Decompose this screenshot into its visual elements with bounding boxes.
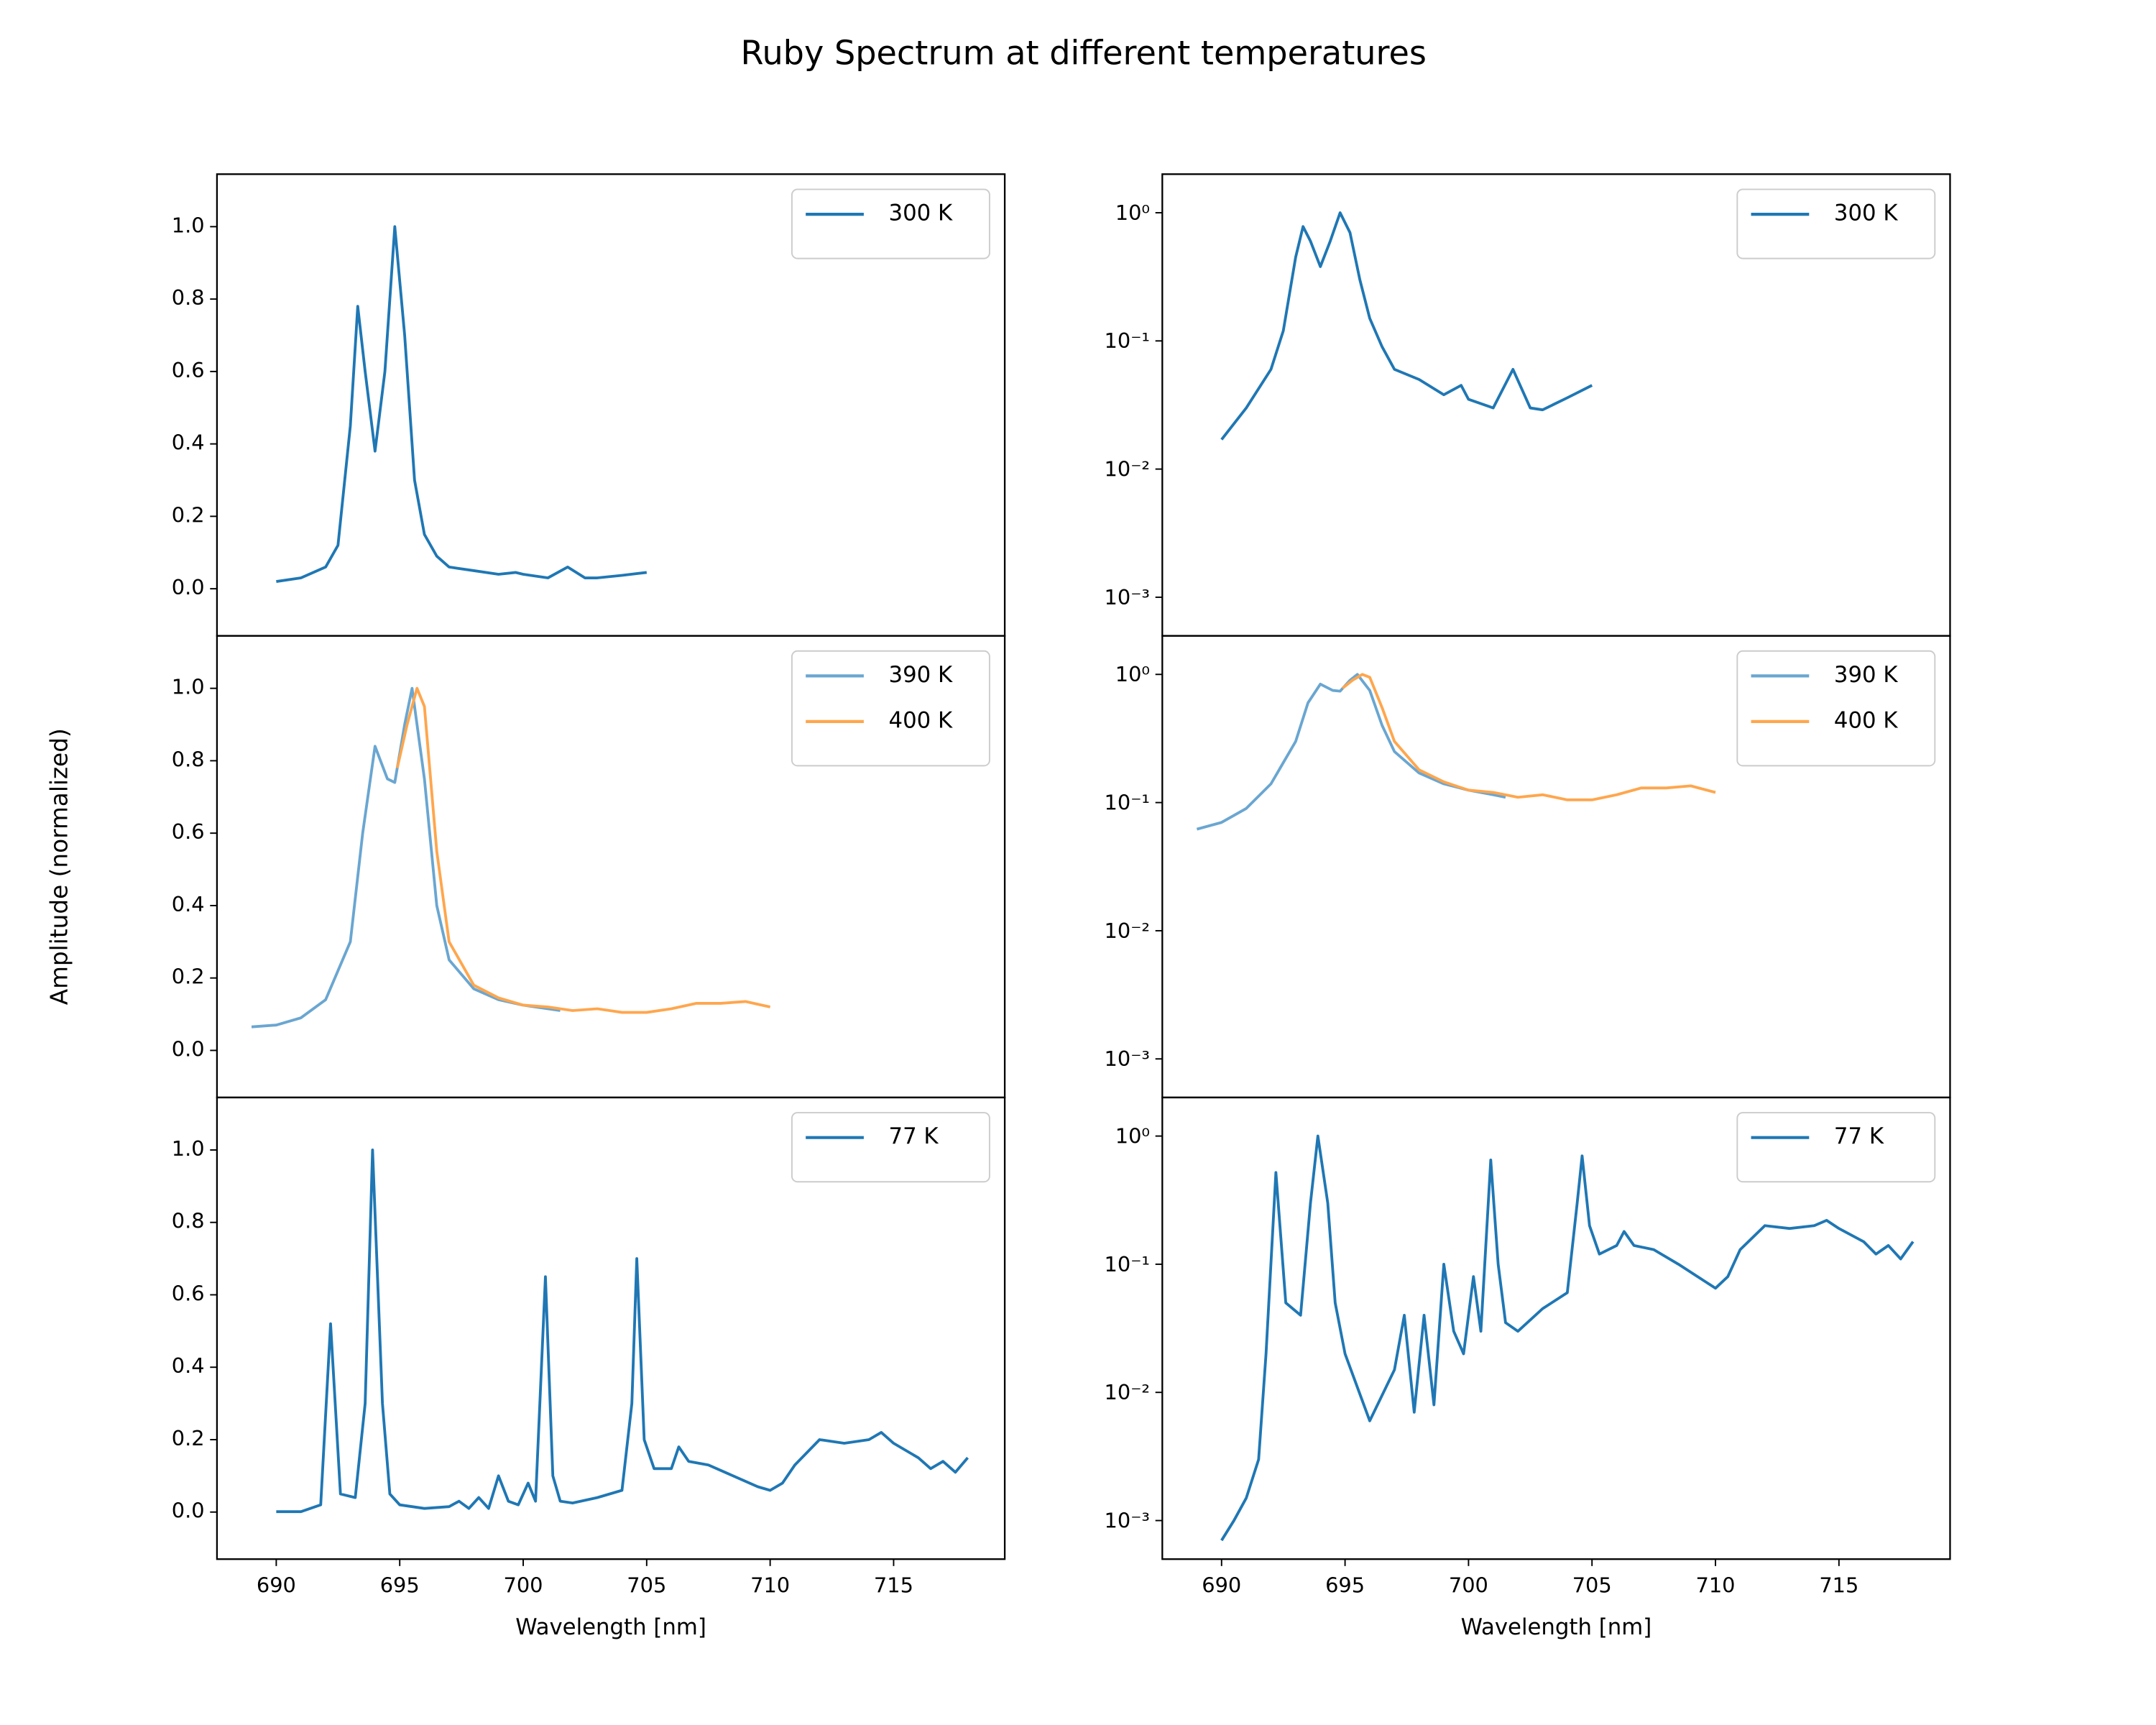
y-tick-label: 0.4 [172, 431, 205, 455]
y-tick-label: 10⁻² [1105, 919, 1150, 943]
plot-lines [1220, 211, 1593, 441]
y-tick-label: 10⁰ [1115, 201, 1150, 225]
legend-box [791, 650, 990, 767]
legend-box [791, 188, 990, 259]
y-tick-label: 10⁰ [1115, 662, 1150, 686]
x-tick-label: 715 [874, 1573, 913, 1598]
y-tick-label: 0.6 [172, 819, 205, 844]
y-tick-label: 0.2 [172, 965, 205, 989]
y-tick-label: 1.0 [172, 213, 205, 237]
y-tick-label: 0.0 [172, 575, 205, 599]
y-tick-label: 10⁻³ [1105, 585, 1150, 610]
x-tick-label: 695 [380, 1573, 420, 1598]
y-tick-label: 0.6 [172, 1281, 205, 1305]
series-line [1220, 1134, 1915, 1542]
plot-lines [1220, 1134, 1915, 1542]
y-tick-label: 10⁻¹ [1105, 1252, 1150, 1276]
legend-box [1736, 650, 1936, 767]
x-axis-label: Wavelength [nm] [1461, 1614, 1652, 1640]
legend-label: 77 K [1834, 1123, 1884, 1149]
y-tick-label: 0.8 [172, 1209, 205, 1233]
y-tick-label: 10⁻³ [1105, 1046, 1150, 1071]
legend-box [1736, 188, 1936, 259]
y-tick-label: 10⁻¹ [1105, 791, 1150, 815]
x-tick-label: 710 [1696, 1573, 1736, 1598]
y-tick-label: 0.2 [172, 502, 205, 527]
plot-lines [276, 225, 648, 583]
series-line [276, 225, 648, 583]
figure-title: Ruby Spectrum at different temperatures [740, 33, 1426, 72]
y-tick-label: 0.0 [172, 1499, 205, 1523]
series-line [395, 686, 771, 1014]
y-tick-label: 10⁻² [1105, 1380, 1150, 1404]
series-line [1341, 673, 1716, 801]
x-tick-label: 715 [1819, 1573, 1858, 1598]
legend-label: 390 K [1834, 662, 1898, 688]
x-tick-label: 710 [750, 1573, 790, 1598]
legend-label: 400 K [889, 707, 953, 733]
x-tick-label: 690 [1202, 1573, 1241, 1598]
legend-label: 400 K [1834, 707, 1898, 733]
y-tick-label: 10⁻¹ [1105, 328, 1150, 353]
y-tick-label: 1.0 [172, 1136, 205, 1161]
x-tick-label: 700 [1449, 1573, 1488, 1598]
y-tick-label: 0.8 [172, 285, 205, 310]
x-tick-label: 690 [257, 1573, 296, 1598]
plot-lines [251, 686, 771, 1029]
y-axis-label: Amplitude (normalized) [46, 728, 73, 1005]
legend-box [1736, 1112, 1936, 1183]
y-tick-label: 0.0 [172, 1036, 205, 1061]
y-tick-label: 10⁰ [1115, 1124, 1150, 1149]
y-tick-label: 10⁻³ [1105, 1508, 1150, 1532]
series-line [1220, 211, 1593, 441]
legend-label: 77 K [889, 1123, 939, 1149]
axes-frame [216, 1096, 1006, 1560]
y-tick-label: 0.8 [172, 747, 205, 771]
y-tick-label: 1.0 [172, 675, 205, 699]
y-tick-label: 10⁻² [1105, 457, 1150, 482]
x-axis-label: Wavelength [nm] [515, 1614, 706, 1640]
legend-box [791, 1112, 990, 1183]
axes-frame [1161, 1096, 1951, 1560]
y-tick-label: 0.6 [172, 358, 205, 382]
legend-label: 300 K [1834, 201, 1898, 226]
plot-lines [1196, 673, 1716, 831]
series-line [276, 1149, 969, 1514]
x-tick-label: 705 [1572, 1573, 1612, 1598]
y-tick-label: 0.4 [172, 892, 205, 916]
legend-label: 300 K [889, 201, 953, 226]
x-tick-label: 705 [627, 1573, 666, 1598]
plot-lines [276, 1149, 969, 1514]
series-line [1196, 673, 1506, 831]
y-tick-label: 0.2 [172, 1426, 205, 1450]
y-tick-label: 0.4 [172, 1353, 205, 1378]
x-tick-label: 700 [503, 1573, 543, 1598]
legend-label: 390 K [889, 662, 953, 688]
x-tick-label: 695 [1325, 1573, 1365, 1598]
series-line [251, 686, 561, 1029]
